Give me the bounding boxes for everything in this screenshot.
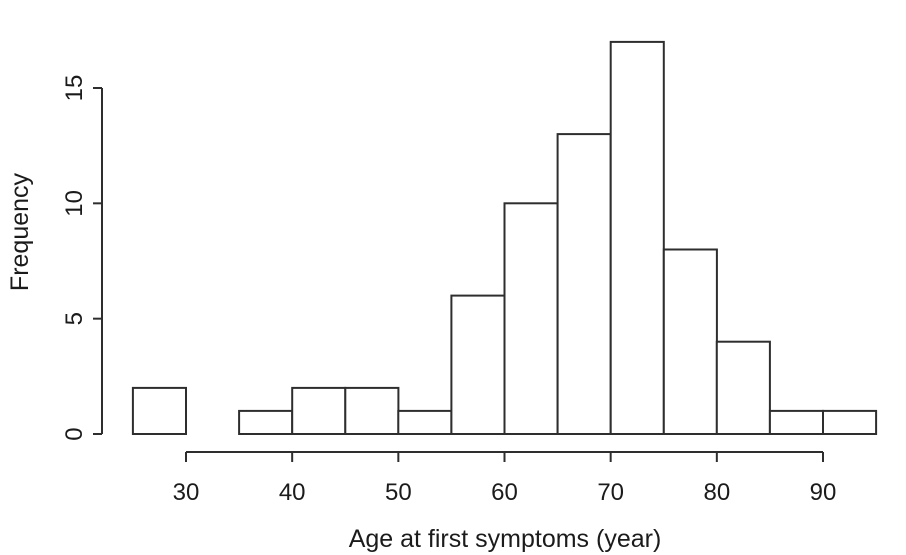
y-tick-label: 15 (61, 75, 88, 102)
x-axis-label: Age at first symptoms (year) (349, 525, 662, 553)
histogram-bar (131, 386, 187, 435)
x-tick-label: 90 (810, 479, 837, 506)
y-tick-label: 0 (61, 427, 88, 440)
x-tick-label: 40 (279, 479, 306, 506)
histogram-bar (450, 294, 506, 435)
x-tick-label: 30 (173, 479, 200, 506)
histogram-bar (291, 386, 347, 435)
histogram-bar (556, 133, 612, 435)
axes-group: 30 40 50 60 70 80 90 0 5 10 15 (61, 75, 836, 506)
histogram-bar (397, 409, 453, 435)
histogram-bar (609, 40, 665, 436)
histogram-bar (238, 409, 294, 435)
bars-group (131, 40, 878, 436)
histogram-bar (715, 340, 771, 436)
x-tick-label: 60 (491, 479, 518, 506)
histogram-bar (344, 386, 400, 435)
x-tick-label: 50 (385, 479, 412, 506)
histogram-bar (768, 409, 825, 435)
y-tick-label: 10 (61, 190, 88, 217)
histogram-bar (822, 409, 878, 435)
y-tick-label: 5 (61, 312, 88, 325)
histogram-bar (503, 202, 559, 435)
x-tick-label: 70 (597, 479, 624, 506)
histogram-bar (662, 248, 718, 435)
x-tick-label: 80 (703, 479, 730, 506)
y-axis-label: Frequency (6, 172, 34, 291)
